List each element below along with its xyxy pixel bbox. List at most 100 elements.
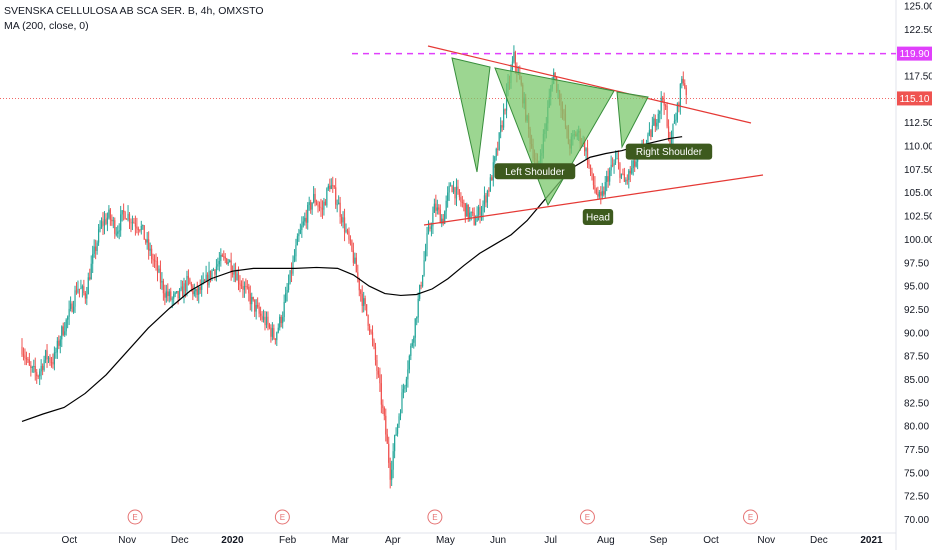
candle-body-165 — [264, 316, 266, 326]
candle-body-72 — [127, 213, 129, 220]
candle-body-391 — [597, 193, 599, 197]
candle-body-435 — [662, 97, 664, 100]
candle-body-413 — [629, 170, 631, 174]
candle-body-80 — [139, 229, 141, 231]
price-axis[interactable]: 125.00122.50120.00117.50112.50110.00107.… — [897, 2, 932, 527]
candle-body-326 — [501, 125, 503, 128]
candle-body-151 — [243, 286, 245, 290]
x-tick-label-1: Nov — [118, 535, 136, 546]
candle-body-426 — [648, 130, 651, 135]
symbol-title[interactable]: SVENSKA CELLULOSA AB SCA SER. B, 4h, OMX… — [4, 5, 264, 17]
earnings-marker-0[interactable]: E — [127, 509, 143, 525]
candle-body-4 — [27, 359, 29, 361]
candle-body-235 — [367, 314, 369, 326]
candle-body-66 — [118, 230, 120, 232]
candle-body-430 — [654, 118, 656, 127]
candle-body-259 — [402, 389, 405, 393]
candle-body-386 — [589, 164, 592, 172]
candle-body-8 — [33, 366, 35, 367]
candle-body-79 — [137, 228, 139, 230]
candle-body-93 — [158, 268, 160, 273]
price-tag-text-1[interactable]: 115.10 — [900, 94, 930, 105]
candle-body-390 — [595, 189, 597, 194]
candle-body-171 — [273, 328, 275, 339]
candle-body-299 — [461, 201, 463, 203]
candle-body-127 — [208, 270, 210, 286]
candle-body-292 — [451, 185, 453, 193]
candle-body-448 — [681, 78, 683, 84]
candle-body-266 — [413, 337, 415, 343]
candle-body-285 — [441, 218, 443, 224]
candle-body-241 — [376, 360, 378, 371]
candle-body-269 — [417, 298, 419, 318]
earnings-marker-label-3: E — [585, 513, 590, 522]
earnings-marker-circle-3 — [579, 509, 595, 525]
candle-body-415 — [632, 160, 634, 169]
candle-body-146 — [236, 273, 238, 281]
candle-body-433 — [659, 110, 661, 114]
candle-body-394 — [601, 191, 603, 196]
time-axis[interactable]: Oct Nov Dec 2020 Feb Mar Apr May Jun Jul Aug Sep Oct… — [62, 535, 883, 546]
candle-body-179 — [285, 293, 287, 302]
candle-body-98 — [165, 291, 167, 298]
candle-body-224 — [351, 240, 353, 251]
candle-body-121 — [199, 287, 201, 290]
candle-body-153 — [246, 286, 248, 288]
candle-body-184 — [292, 260, 294, 274]
candle-body-298 — [460, 197, 462, 202]
candle-body-64 — [115, 233, 117, 235]
candle-body-111 — [184, 283, 187, 291]
price-tag-text-0[interactable]: 119.90 — [900, 49, 930, 60]
candle-body-399 — [609, 170, 611, 182]
earnings-marker-1[interactable]: E — [274, 509, 290, 525]
candle-body-69 — [123, 210, 125, 213]
x-tick-label-14: Dec — [810, 535, 828, 546]
candle-body-261 — [405, 379, 408, 386]
candle-body-434 — [660, 97, 662, 111]
indicator-label[interactable]: MA (200, close, 0) — [4, 20, 89, 32]
candle-body-385 — [588, 164, 590, 166]
candle-body-14 — [42, 365, 44, 370]
candle-body-215 — [338, 202, 340, 205]
earnings-marker-2[interactable]: E — [427, 509, 443, 525]
candle-body-207 — [326, 188, 328, 206]
candle-body-117 — [193, 291, 195, 295]
candle-body-244 — [380, 383, 382, 405]
candle-body-229 — [358, 278, 360, 291]
pattern-label-1: Head — [582, 209, 614, 226]
earnings-marker-3[interactable]: E — [579, 509, 595, 525]
candle-body-397 — [606, 176, 608, 183]
candle-body-305 — [470, 211, 472, 213]
candle-body-45 — [87, 277, 89, 295]
x-tick-label-6: Apr — [385, 535, 401, 546]
candle-body-264 — [410, 346, 412, 356]
y-tick-label-19: 75.00 — [904, 468, 929, 479]
y-tick-label-21: 70.00 — [904, 515, 929, 526]
candle-body-2 — [24, 355, 26, 359]
candle-body-144 — [233, 271, 235, 275]
candle-body-301 — [464, 203, 466, 217]
candle-body-89 — [152, 258, 154, 261]
candle-body-243 — [379, 374, 381, 384]
earnings-marker-circle-0 — [127, 509, 143, 525]
y-tick-label-20: 72.50 — [904, 492, 929, 503]
candle-body-204 — [321, 208, 324, 210]
candle-body-125 — [205, 274, 207, 281]
candle-body-186 — [295, 245, 297, 257]
candle-body-5 — [28, 359, 30, 366]
candle-body-39 — [78, 288, 81, 290]
candle-body-278 — [430, 226, 433, 229]
earnings-marker-4[interactable]: E — [743, 509, 759, 525]
candle-body-311 — [479, 207, 481, 218]
candle-body-113 — [187, 275, 190, 279]
y-tick-label-6: 107.50 — [904, 165, 932, 176]
candle-body-398 — [607, 176, 609, 182]
candle-body-212 — [333, 185, 335, 188]
candle-body-95 — [161, 280, 163, 283]
ma200-line — [21, 136, 683, 423]
candle-body-239 — [373, 340, 375, 347]
candle-body-25 — [58, 340, 60, 346]
earnings-marker-label-4: E — [748, 513, 753, 522]
candle-body-90 — [153, 260, 156, 262]
